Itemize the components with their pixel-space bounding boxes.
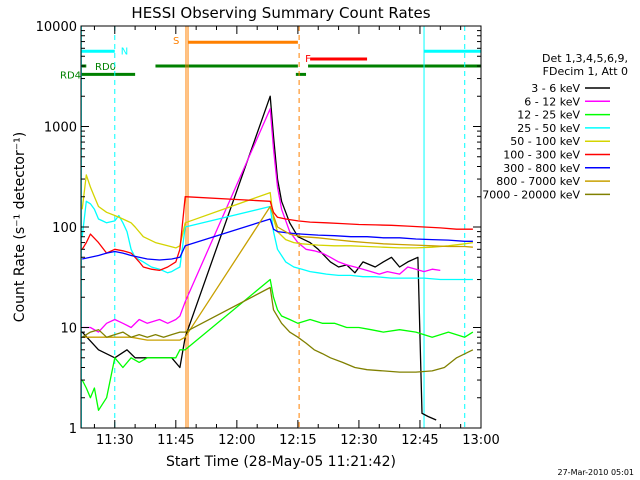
x-tick-label-5: 12:45 bbox=[401, 433, 438, 448]
flag-label-2: S bbox=[173, 36, 179, 47]
flag-label-4: RD0 bbox=[95, 62, 116, 73]
legend: Det 1,3,4,5,6,9,FDecim 1, Att 0 3 - 6 keV… bbox=[482, 52, 628, 201]
x-tick-label-3: 12:15 bbox=[279, 433, 316, 448]
legend-label-2: 12 - 25 keV bbox=[517, 109, 580, 122]
series-line-8 bbox=[81, 286, 474, 373]
legend-label-5: 100 - 300 keV bbox=[503, 149, 580, 162]
series-line-2 bbox=[81, 278, 474, 411]
legend-label-4: 50 - 100 keV bbox=[510, 135, 580, 148]
legend-title-line-1: FDecim 1, Att 0 bbox=[543, 65, 628, 78]
y-tick-label-3: 1000 bbox=[44, 121, 77, 136]
y-tick-label-2: 100 bbox=[52, 221, 77, 236]
legend-title-line-0: Det 1,3,4,5,6,9, bbox=[542, 52, 628, 65]
x-axis-label: Start Time (28-May-05 11:21:42) bbox=[166, 454, 396, 470]
series-line-1 bbox=[82, 108, 441, 333]
flag-label-0: N bbox=[121, 46, 128, 57]
x-tick-label-6: 13:00 bbox=[462, 433, 499, 448]
series-lines bbox=[81, 95, 474, 421]
legend-label-3: 25 - 50 keV bbox=[517, 122, 580, 135]
flag-label-3: F bbox=[305, 54, 311, 65]
series-line-7 bbox=[82, 205, 473, 341]
x-tick-label-4: 12:30 bbox=[340, 433, 377, 448]
y-axis-label: Count Rate (s⁻¹ detector⁻¹) bbox=[12, 132, 28, 322]
legend-label-6: 300 - 800 keV bbox=[503, 162, 580, 175]
y-tick-label-1: 10 bbox=[60, 322, 77, 337]
legend-label-8: 7000 - 20000 keV bbox=[482, 188, 580, 201]
footer-timestamp: 27-Mar-2010 05:01 bbox=[558, 468, 635, 477]
chart-title: HESSI Observing Summary Count Rates bbox=[131, 4, 430, 22]
flag-label-5: RD4 bbox=[60, 70, 81, 81]
x-tick-label-0: 11:30 bbox=[96, 433, 133, 448]
legend-label-7: 800 - 7000 keV bbox=[496, 175, 580, 188]
axes: 11:30 11:45 12:00 12:15 12:30 12:45 13:00 1 10 10… bbox=[36, 20, 500, 448]
y-tick-label-0: 1 bbox=[69, 422, 77, 437]
series-line-3 bbox=[81, 200, 473, 281]
x-tick-label-2: 12:00 bbox=[218, 433, 255, 448]
legend-label-1: 6 - 12 keV bbox=[524, 95, 580, 108]
y-tick-label-4: 10000 bbox=[36, 20, 77, 35]
flag-bars: N S F RD0 RD4 bbox=[60, 36, 481, 81]
series-line-5 bbox=[81, 196, 473, 272]
series-line-6 bbox=[82, 218, 473, 261]
x-tick-label-1: 11:45 bbox=[157, 433, 194, 448]
legend-label-0: 3 - 6 keV bbox=[531, 82, 580, 95]
